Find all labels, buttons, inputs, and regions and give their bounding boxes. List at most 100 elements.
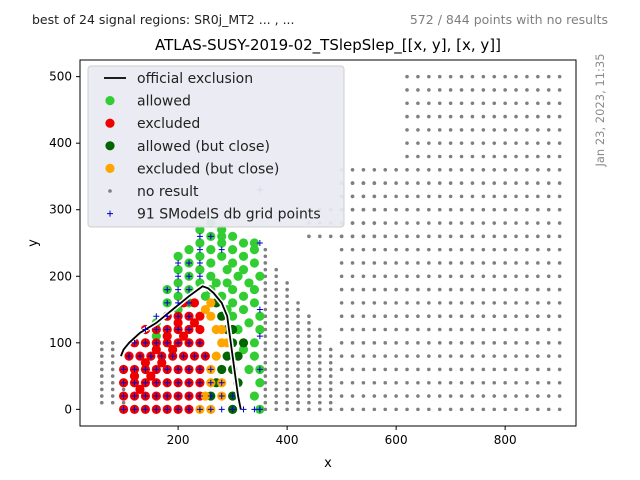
db-grid-point xyxy=(229,406,236,413)
no-result-point xyxy=(285,341,289,345)
no-result-point xyxy=(525,207,529,212)
no-result-point xyxy=(536,181,540,185)
no-result-point xyxy=(546,341,551,345)
no-result-point xyxy=(427,221,431,225)
no-result-point xyxy=(285,387,289,392)
no-result-point xyxy=(427,74,431,79)
chart-title: ATLAS-SUSY-2019-02_TSlepSlep_[[x, y], [x… xyxy=(155,36,501,55)
no-result-point xyxy=(525,341,529,345)
no-result-point xyxy=(394,261,398,265)
no-result-point xyxy=(263,254,268,259)
no-result-point xyxy=(470,194,475,199)
no-result-point xyxy=(427,394,431,398)
no-result-point xyxy=(481,341,486,345)
no-result-point xyxy=(350,327,355,332)
no-result-point xyxy=(546,354,551,358)
no-result-point xyxy=(536,274,540,279)
allowed-point xyxy=(238,251,249,261)
db-grid-point xyxy=(196,406,203,413)
no-result-point xyxy=(372,274,377,279)
allowed-point xyxy=(238,265,249,275)
allowed-point xyxy=(249,238,260,248)
no-result-point xyxy=(372,380,377,385)
no-result-point xyxy=(394,394,398,398)
no-result-point xyxy=(546,114,551,119)
no-result-point xyxy=(470,301,475,305)
no-result-point xyxy=(437,287,442,292)
no-result-point xyxy=(372,301,377,305)
no-result-point xyxy=(372,207,377,212)
no-result-point xyxy=(361,194,366,199)
no-result-point xyxy=(437,327,442,332)
db-grid-point xyxy=(251,406,258,413)
no-result-point xyxy=(557,380,562,385)
no-result-point xyxy=(448,327,453,332)
no-result-point xyxy=(416,380,420,385)
no-result-point xyxy=(459,234,464,239)
no-result-point xyxy=(448,287,453,292)
no-result-point xyxy=(546,314,551,319)
x-axis-label: x xyxy=(324,456,332,471)
no-result-point xyxy=(437,341,442,345)
no-result-point xyxy=(492,261,497,265)
allowed-point xyxy=(249,258,260,268)
no-result-point xyxy=(394,247,398,252)
no-result-point xyxy=(416,274,420,279)
no-result-point xyxy=(546,101,551,106)
db-grid-point xyxy=(186,273,193,280)
no-result-point xyxy=(536,141,540,145)
allowed-point xyxy=(238,238,249,248)
no-result-point xyxy=(536,301,540,305)
no-result-point xyxy=(557,287,562,292)
no-result-point xyxy=(481,234,486,239)
no-result-point xyxy=(296,321,300,325)
no-result-point xyxy=(263,294,268,299)
no-result-point xyxy=(427,154,431,159)
no-result-point xyxy=(427,380,431,385)
no-result-point xyxy=(383,207,388,212)
excluded-point xyxy=(157,358,167,368)
no-result-point xyxy=(437,181,442,185)
allowed-point xyxy=(151,331,161,341)
no-result-point xyxy=(350,274,355,279)
no-result-point xyxy=(405,128,409,132)
no-result-point xyxy=(307,314,311,319)
no-result-point xyxy=(318,341,322,345)
no-result-point xyxy=(263,321,268,325)
no-result-point xyxy=(546,128,551,132)
no-result-point xyxy=(459,367,464,372)
no-result-point xyxy=(514,394,518,398)
no-result-point xyxy=(492,154,497,159)
no-result-point xyxy=(525,181,529,185)
allowed-point xyxy=(195,238,205,248)
no-result-point xyxy=(459,261,464,265)
no-result-point xyxy=(296,407,300,412)
no-result-point xyxy=(503,168,507,172)
no-result-point xyxy=(536,207,540,212)
no-result-point xyxy=(416,247,420,252)
plot-frame xyxy=(79,59,577,427)
no-result-point xyxy=(339,407,344,412)
no-result-point xyxy=(110,387,115,392)
no-result-point xyxy=(263,314,268,319)
no-result-point xyxy=(503,367,507,372)
no-result-point xyxy=(350,301,355,305)
no-result-point xyxy=(383,367,388,372)
no-result-point xyxy=(263,307,268,312)
no-result-point xyxy=(318,387,322,392)
no-result-point xyxy=(536,341,540,345)
no-result-point xyxy=(536,261,540,265)
no-result-point xyxy=(350,194,355,199)
no-result-point xyxy=(437,367,442,372)
no-result-point xyxy=(394,181,398,185)
no-result-point xyxy=(437,247,442,252)
db-grid-point xyxy=(186,259,193,266)
no-result-point xyxy=(416,74,420,79)
no-result-point xyxy=(274,347,279,352)
no-result-point xyxy=(318,367,322,372)
no-result-point xyxy=(557,407,562,412)
excluded-close-point xyxy=(217,324,227,335)
no-result-point xyxy=(394,314,398,319)
no-result-point xyxy=(536,88,540,92)
db-grid-point xyxy=(186,313,193,320)
